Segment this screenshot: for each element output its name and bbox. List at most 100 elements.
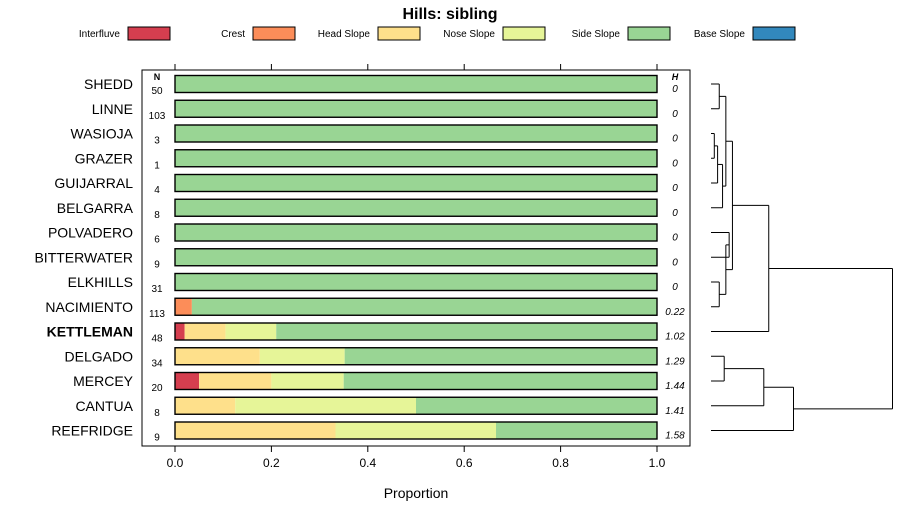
n-value-kettleman: 48 — [151, 334, 163, 345]
x-tick-label: 0.6 — [456, 456, 473, 470]
n-value-bitterwater: 9 — [154, 259, 160, 270]
bar-segment-delgado-side-slope — [344, 347, 657, 365]
n-column-header: N — [154, 72, 161, 82]
bar-segment-cantua-side-slope — [416, 397, 657, 415]
n-value-guijarral: 4 — [154, 185, 160, 196]
bar-segment-nacimiento-side-slope — [191, 298, 657, 316]
category-label-reefridge: REEFRIDGE — [51, 423, 133, 439]
h-value-mercey: 1.44 — [665, 381, 685, 392]
category-label-shedd: SHEDD — [84, 76, 133, 92]
n-value-reefridge: 9 — [154, 433, 160, 444]
plot-panel-border — [141, 69, 691, 447]
x-axis-label: Proportion — [384, 485, 449, 501]
category-label-kettleman: KETTLEMAN — [47, 324, 133, 340]
bar-outline-polvadero — [174, 223, 658, 242]
n-value-delgado: 34 — [151, 358, 163, 369]
n-value-polvadero: 6 — [154, 235, 160, 246]
bar-segment-reefridge-head-slope — [175, 422, 336, 439]
bar-outline-grazer — [174, 149, 658, 168]
h-value-linne: 0 — [672, 109, 678, 120]
h-value-bitterwater: 0 — [672, 257, 678, 268]
h-value-grazer: 0 — [672, 158, 678, 169]
bar-outline-guijarral — [174, 173, 658, 193]
bar-outline-reefridge — [174, 421, 658, 440]
n-value-mercey: 20 — [151, 383, 163, 394]
n-value-linne: 103 — [149, 111, 166, 122]
bar-segment-mercey-head-slope — [199, 372, 272, 390]
bar-outline-elkhills — [174, 272, 658, 292]
bar-segment-linne-side-slope — [175, 100, 657, 118]
bar-segment-delgado-nose-slope — [259, 347, 345, 365]
bar-segment-mercey-interfluve — [175, 372, 200, 390]
bar-outline-cantua — [174, 396, 658, 415]
bar-segment-belgarra-side-slope — [175, 199, 657, 217]
axes: 0.0 0.2 0.4 0.6 0.8 1.0 — [141, 64, 691, 470]
x-tick-label: 1.0 — [649, 456, 666, 470]
bar-segment-bitterwater-side-slope — [175, 248, 657, 266]
legend: Interfluve Crest Head Slope Nose Slope Side … — [79, 26, 796, 41]
h-value-guijarral: 0 — [672, 183, 678, 194]
bar-segment-cantua-nose-slope — [235, 397, 416, 415]
category-label-delgado: DELGADO — [65, 348, 134, 364]
category-label-mercey: MERCEY — [73, 373, 134, 389]
bar-segment-nacimiento-crest — [175, 298, 192, 316]
legend-label-head-slope: Head Slope — [318, 29, 371, 40]
n-value-grazer: 1 — [154, 160, 160, 171]
h-value-delgado: 1.29 — [665, 356, 685, 367]
bar-outline-belgarra — [174, 198, 658, 217]
legend-swatch-nose-slope — [502, 26, 546, 41]
bar-outline-nacimiento — [174, 297, 658, 316]
bar-outline-kettleman — [174, 322, 658, 341]
legend-label-base-slope: Base Slope — [694, 29, 746, 40]
h-value-nacimiento: 0.22 — [665, 307, 685, 318]
n-value-elkhills: 31 — [151, 284, 163, 295]
bar-outline-shedd — [174, 74, 658, 94]
legend-swatch-head-slope — [377, 26, 421, 41]
bar-outline-mercey — [174, 371, 658, 391]
bar-segment-mercey-nose-slope — [271, 372, 344, 390]
h-value-reefridge: 1.58 — [665, 431, 685, 442]
bar-outline-wasioja — [174, 124, 658, 143]
bar-segment-kettleman-head-slope — [184, 323, 226, 340]
bar-outline-delgado — [174, 347, 658, 366]
bar-segment-guijarral-side-slope — [175, 174, 657, 192]
legend-label-crest: Crest — [221, 29, 245, 40]
bar-area: SHEDD 50 0 LINNE 103 0 WASIOJA 3 0 GRAZER 1 0 GUIJAR… — [34, 74, 685, 444]
bar-segment-grazer-side-slope — [175, 149, 657, 167]
bar-segment-polvadero-side-slope — [175, 224, 657, 241]
category-label-grazer: GRAZER — [75, 150, 133, 166]
h-value-elkhills: 0 — [672, 282, 678, 293]
category-label-linne: LINNE — [92, 101, 133, 117]
legend-swatch-side-slope — [627, 26, 671, 41]
category-label-nacimiento: NACIMIENTO — [45, 299, 133, 315]
n-value-wasioja: 3 — [154, 136, 160, 147]
h-value-belgarra: 0 — [672, 208, 678, 219]
x-tick-label: 0.0 — [167, 456, 184, 470]
bar-segment-cantua-head-slope — [175, 397, 236, 415]
bar-segment-kettleman-nose-slope — [225, 323, 277, 340]
h-value-polvadero: 0 — [672, 233, 678, 244]
legend-swatch-interfluve — [127, 26, 171, 41]
bar-segment-shedd-side-slope — [175, 75, 657, 93]
bar-segment-kettleman-interfluve — [175, 323, 185, 340]
legend-swatch-crest — [252, 26, 296, 41]
x-tick-label: 0.4 — [359, 456, 376, 470]
bar-outline-bitterwater — [174, 248, 658, 267]
chart-title: Hills: sibling — [402, 6, 497, 23]
h-value-shedd: 0 — [672, 84, 678, 95]
category-label-wasioja: WASIOJA — [71, 126, 134, 142]
category-label-bitterwater: BITTERWATER — [34, 249, 133, 265]
n-value-belgarra: 8 — [154, 210, 160, 221]
bar-segment-delgado-head-slope — [175, 347, 260, 365]
category-label-cantua: CANTUA — [75, 398, 133, 414]
h-column-header: H — [672, 72, 679, 82]
dendrogram — [711, 83, 893, 431]
bar-segment-reefridge-nose-slope — [335, 422, 497, 439]
h-value-cantua: 1.41 — [665, 406, 684, 417]
n-value-shedd: 50 — [151, 86, 163, 97]
category-label-elkhills: ELKHILLS — [68, 274, 133, 290]
bar-segment-kettleman-side-slope — [276, 323, 657, 340]
legend-label-interfluve: Interfluve — [79, 29, 121, 40]
